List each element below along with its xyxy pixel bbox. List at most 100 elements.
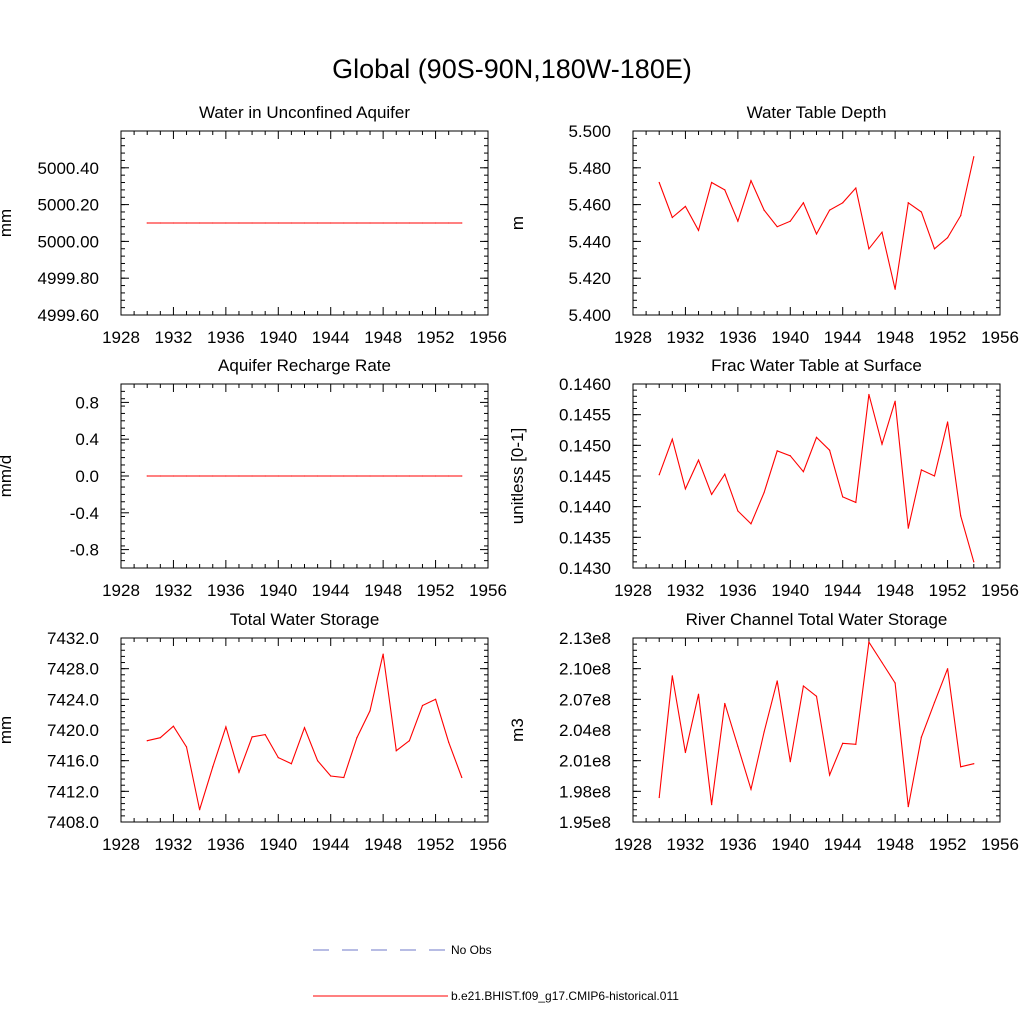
y-tick-label: 2.04e8 (559, 721, 611, 740)
panel-title: River Channel Total Water Storage (686, 610, 948, 629)
y-tick-label: 4999.60 (38, 306, 99, 325)
data-point (750, 180, 752, 182)
x-tick-label: 1956 (469, 581, 507, 600)
data-point (317, 760, 319, 762)
data-point (225, 726, 227, 728)
data-point (763, 731, 765, 733)
data-point (251, 475, 253, 477)
data-point (225, 475, 227, 477)
data-point (382, 653, 384, 655)
x-tick-label: 1952 (929, 835, 967, 854)
x-tick-label: 1956 (981, 581, 1019, 600)
data-point (369, 222, 371, 224)
data-point (408, 222, 410, 224)
x-tick-label: 1948 (876, 328, 914, 347)
x-tick-label: 1936 (207, 328, 245, 347)
data-point (933, 701, 936, 704)
series-line (147, 653, 463, 810)
data-point (802, 471, 804, 473)
data-point (448, 475, 450, 477)
data-point (448, 741, 450, 743)
data-point (711, 493, 713, 495)
x-tick-label: 1956 (469, 835, 507, 854)
data-point (434, 475, 437, 477)
x-tick-label: 1932 (155, 835, 193, 854)
data-point (395, 222, 397, 224)
x-tick-label: 1928 (102, 835, 140, 854)
x-tick-label: 1944 (312, 328, 350, 347)
x-tick-label: 1928 (102, 581, 140, 600)
data-point (343, 776, 345, 779)
data-point (434, 698, 437, 700)
legend-label-obs: No Obs (451, 943, 492, 957)
y-tick-label: 0.1455 (559, 406, 611, 425)
data-point (421, 704, 424, 707)
data-point (960, 766, 962, 768)
data-point (421, 475, 424, 477)
data-point (461, 475, 463, 477)
y-tick-label: 7432.0 (47, 629, 99, 648)
y-axis-label: mm (0, 716, 15, 744)
data-point (894, 682, 896, 684)
x-tick-label: 1952 (417, 328, 455, 347)
data-point (658, 181, 660, 184)
x-tick-label: 1936 (207, 835, 245, 854)
data-point (671, 675, 673, 677)
x-tick-label: 1952 (417, 581, 455, 600)
data-point (356, 222, 358, 224)
y-tick-label: 5.480 (568, 159, 611, 178)
data-point (868, 248, 870, 250)
data-point (724, 189, 726, 191)
data-point (356, 737, 358, 739)
data-point (737, 510, 739, 512)
x-tick-label: 1928 (614, 328, 652, 347)
data-point (356, 475, 358, 477)
y-tick-label: 0.1460 (559, 375, 611, 394)
data-point (264, 734, 266, 736)
data-point (251, 222, 253, 224)
x-tick-label: 1936 (719, 835, 757, 854)
data-point (737, 220, 739, 222)
y-tick-label: 7408.0 (47, 813, 99, 832)
y-tick-label: -0.8 (70, 541, 99, 560)
data-point (671, 438, 673, 440)
data-point (658, 796, 660, 799)
data-point (842, 496, 844, 498)
data-point (855, 501, 857, 503)
y-tick-label: 0.8 (75, 393, 99, 412)
data-point (855, 187, 857, 189)
data-point (382, 475, 384, 477)
data-point (395, 475, 397, 477)
data-point (290, 222, 292, 224)
y-axis-label: unitless [0-1] (508, 428, 527, 524)
data-point (212, 222, 214, 224)
data-point (776, 226, 778, 228)
y-tick-label: 5.440 (568, 232, 611, 251)
x-tick-label: 1952 (929, 328, 967, 347)
data-point (330, 775, 332, 777)
data-point (881, 231, 883, 233)
series-line (658, 394, 975, 563)
y-tick-label: 1.95e8 (559, 813, 611, 832)
data-point (881, 661, 883, 664)
panel-title: Frac Water Table at Surface (711, 356, 922, 375)
data-point (946, 668, 949, 670)
data-point (146, 475, 148, 477)
x-tick-label: 1936 (719, 328, 757, 347)
data-point (684, 205, 687, 208)
y-tick-label: 0.1430 (559, 559, 611, 578)
y-tick-label: 5000.40 (38, 159, 99, 178)
panel-title: Water in Unconfined Aquifer (199, 103, 410, 122)
y-axis-label: m3 (508, 718, 527, 742)
x-tick-label: 1932 (155, 328, 193, 347)
data-point (264, 475, 266, 477)
data-point (159, 475, 161, 477)
x-tick-label: 1956 (981, 328, 1019, 347)
data-point (277, 757, 279, 759)
data-point (829, 209, 831, 211)
panel-title: Aquifer Recharge Rate (218, 356, 391, 375)
data-point (434, 222, 437, 224)
x-tick-label: 1940 (771, 581, 809, 600)
data-point (789, 220, 791, 222)
data-point (907, 806, 909, 808)
